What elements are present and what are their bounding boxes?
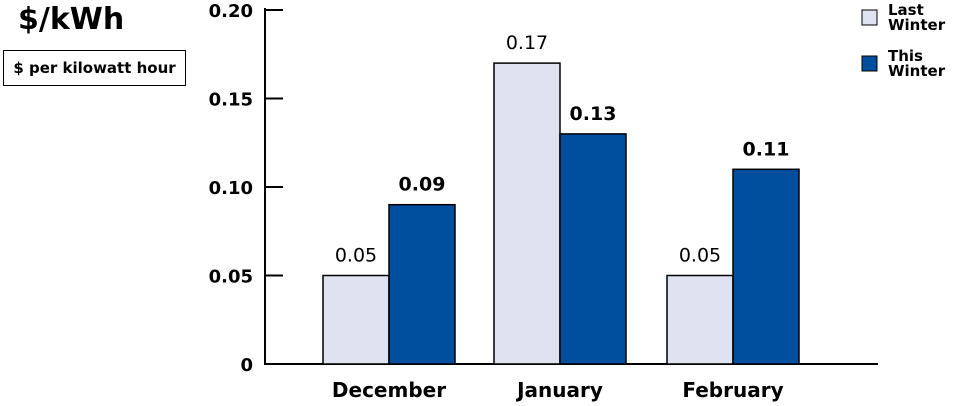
y-tick-label: 0 xyxy=(240,355,253,376)
y-tick-label: 0.05 xyxy=(209,267,253,288)
bar-this-winter xyxy=(388,203,456,365)
legend-label-line1: This xyxy=(888,47,923,65)
bar-last-winter xyxy=(322,274,390,365)
legend-label-line2: Winter xyxy=(888,62,946,80)
legend-label-line2: Winter xyxy=(888,16,946,34)
bar-this-winter xyxy=(732,168,800,365)
category-label: January xyxy=(515,378,603,402)
bar-this-winter xyxy=(559,133,627,365)
y-tick-label: 0.20 xyxy=(209,1,253,22)
data-label-last-winter: 0.17 xyxy=(506,32,548,54)
data-label-last-winter: 0.05 xyxy=(335,245,377,267)
y-tick-label: 0.15 xyxy=(209,90,253,111)
category-label: February xyxy=(682,378,783,402)
data-label-this-winter: 0.11 xyxy=(743,138,790,160)
bar-last-winter xyxy=(666,274,734,365)
bar-last-winter xyxy=(493,62,561,365)
legend-swatch-last-winter xyxy=(861,9,878,26)
data-label-last-winter: 0.05 xyxy=(679,245,721,267)
data-label-this-winter: 0.13 xyxy=(570,103,617,125)
unit-title: $/kWh xyxy=(18,2,125,37)
legend-swatch-this-winter xyxy=(861,55,878,72)
unit-caption: $ per kilowatt hour xyxy=(13,59,176,77)
data-label-this-winter: 0.09 xyxy=(399,174,446,196)
y-tick-label: 0.10 xyxy=(209,178,253,199)
unit-caption-box: $ per kilowatt hour xyxy=(3,50,186,86)
legend-label-line1: Last xyxy=(888,1,924,19)
category-label: December xyxy=(332,378,446,402)
